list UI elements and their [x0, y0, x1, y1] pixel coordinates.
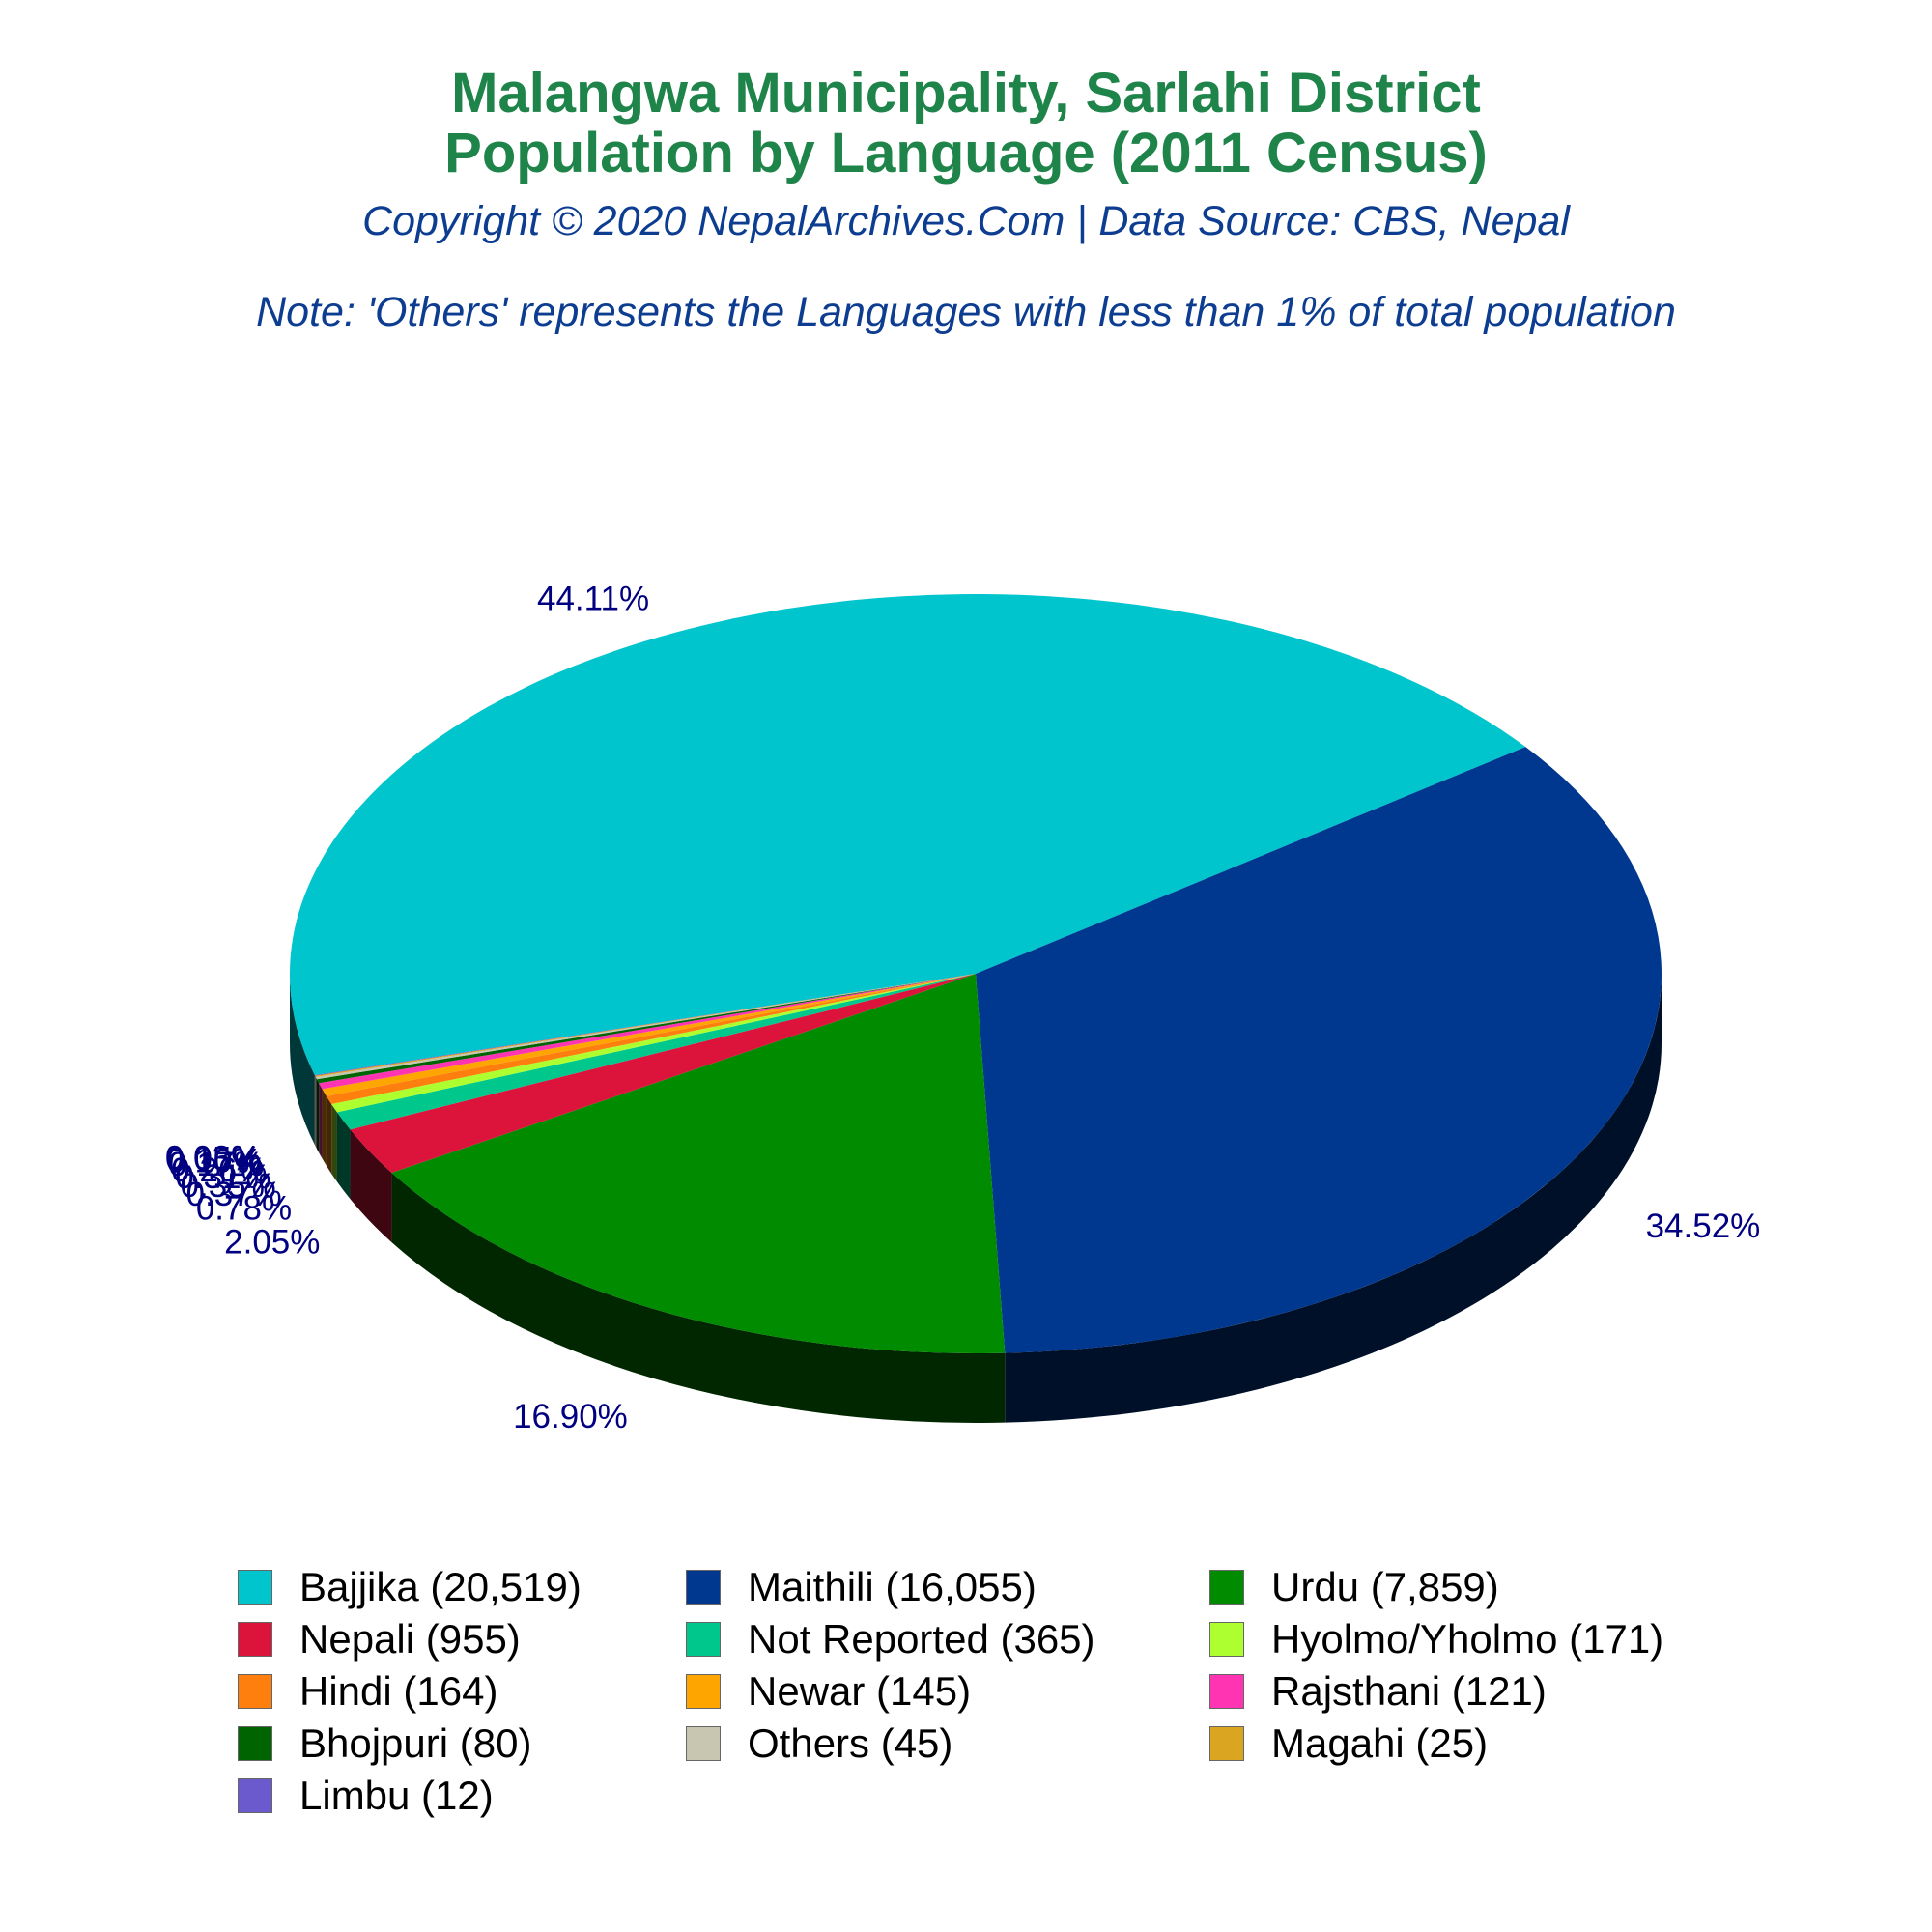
legend-item-others: Others (45) — [686, 1718, 952, 1770]
slice-side-maithili — [1005, 974, 1662, 1423]
pct-label-rajsthani: 0.26% — [171, 1151, 267, 1189]
legend-swatch — [1209, 1726, 1244, 1761]
slice-side-urdu — [391, 1173, 1006, 1424]
legend-item-rajsthani: Rajsthani (121) — [1209, 1665, 1547, 1718]
pct-label-urdu: 16.90% — [513, 1398, 628, 1435]
legend-label: Hyolmo/Yholmo (171) — [1271, 1616, 1664, 1662]
slice-side-magahi — [315, 1075, 316, 1147]
pct-label-magahi: 0.05% — [165, 1141, 261, 1179]
slice-side-nepali — [350, 1129, 392, 1243]
legend-label: Newar (145) — [748, 1668, 972, 1714]
chart-title-line1: Malangwa Municipality, Sarlahi District — [451, 62, 1481, 125]
pct-label-not-reported: 0.78% — [196, 1190, 292, 1228]
pie-labels: 44.11% 34.52% 16.90% 2.05%0.78%0.37%0.35%0.… — [165, 580, 1760, 1435]
legend-label: Rajsthani (121) — [1271, 1668, 1547, 1714]
slice-side-hyolmo-yholmo — [331, 1103, 337, 1182]
legend-swatch — [686, 1570, 721, 1605]
legend-item-magahi: Magahi (25) — [1209, 1718, 1488, 1770]
legend-label: Magahi (25) — [1271, 1720, 1489, 1766]
pct-label-limbu: 0.03% — [165, 1140, 261, 1178]
legend-label: Maithili (16,055) — [748, 1564, 1037, 1609]
note-text: Note: 'Others' represents the Languages … — [256, 289, 1676, 335]
chart-title-line2: Population by Language (2011 Census) — [444, 122, 1488, 185]
slice-others[interactable] — [315, 974, 977, 1080]
slice-side-bhojpuri — [316, 1079, 320, 1153]
legend-item-maithili: Maithili (16,055) — [686, 1561, 1037, 1613]
legend-label: Bajjika (20,519) — [299, 1564, 582, 1609]
legend-item-urdu: Urdu (7,859) — [1209, 1561, 1499, 1613]
legend-swatch — [686, 1726, 721, 1761]
pct-label-newar: 0.31% — [175, 1158, 270, 1196]
pct-label-bajjika: 44.11% — [537, 580, 649, 617]
legend: Bajjika (20,519) Maithili (16,055) Urdu (7… — [238, 1561, 1783, 1822]
copyright-text: Copyright © 2020 NepalArchives.Com | Dat… — [362, 198, 1570, 244]
legend-label: Not Reported (365) — [748, 1616, 1095, 1662]
slice-side-bajjika — [290, 974, 315, 1146]
legend-label: Urdu (7,859) — [1271, 1564, 1499, 1609]
pct-label-others: 0.10% — [166, 1143, 262, 1180]
slice-nepali[interactable] — [350, 974, 976, 1174]
slice-magahi[interactable] — [315, 974, 976, 1077]
legend-label: Nepali (955) — [299, 1616, 521, 1662]
slice-bajjika[interactable] — [290, 593, 1526, 1076]
legend-swatch — [1209, 1622, 1244, 1657]
legend-item-bhojpuri: Bhojpuri (80) — [238, 1718, 531, 1770]
pct-label-bhojpuri: 0.17% — [168, 1146, 264, 1183]
slice-limbu[interactable] — [314, 974, 976, 1076]
legend-label: Hindi (164) — [299, 1668, 498, 1714]
legend-item-limbu: Limbu (12) — [238, 1770, 494, 1822]
slice-maithili[interactable] — [976, 747, 1662, 1353]
pct-label-hindi: 0.35% — [181, 1167, 276, 1205]
legend-item-not-reported: Not Reported (365) — [686, 1613, 1095, 1665]
slice-rajsthani[interactable] — [319, 974, 976, 1090]
legend-item-newar: Newar (145) — [686, 1665, 971, 1718]
pct-label-nepali: 2.05% — [224, 1224, 320, 1262]
slice-side-rajsthani — [319, 1083, 323, 1159]
legend-swatch — [238, 1570, 272, 1605]
legend-item-nepali: Nepali (955) — [238, 1613, 521, 1665]
legend-swatch — [1209, 1570, 1244, 1605]
pie-slices — [290, 593, 1662, 1353]
legend-item-bajjika: Bajjika (20,519) — [238, 1561, 582, 1613]
legend-swatch — [1209, 1674, 1244, 1709]
slice-not-reported[interactable] — [336, 974, 976, 1130]
slice-newar[interactable] — [322, 974, 976, 1096]
pie-sides — [290, 974, 1662, 1424]
legend-swatch — [238, 1674, 272, 1709]
legend-label: Bhojpuri (80) — [299, 1720, 532, 1766]
slice-hindi[interactable] — [326, 974, 976, 1104]
slice-hyolmo-yholmo[interactable] — [331, 974, 976, 1113]
legend-label: Limbu (12) — [299, 1773, 494, 1818]
legend-item-hyolmo-yholmo: Hyolmo/Yholmo (171) — [1209, 1613, 1663, 1665]
slice-side-newar — [322, 1089, 327, 1166]
slice-side-hindi — [326, 1095, 332, 1174]
slice-urdu[interactable] — [391, 974, 1006, 1353]
slice-bhojpuri[interactable] — [316, 974, 976, 1084]
legend-swatch — [238, 1622, 272, 1657]
slice-side-not-reported — [336, 1112, 351, 1200]
pct-label-hyolmo-yholmo: 0.37% — [186, 1176, 282, 1213]
legend-swatch — [238, 1726, 272, 1761]
legend-swatch — [686, 1674, 721, 1709]
legend-label: Others (45) — [748, 1720, 953, 1766]
pct-label-maithili: 34.52% — [1646, 1208, 1761, 1245]
slice-side-others — [315, 1076, 317, 1150]
legend-item-hindi: Hindi (164) — [238, 1665, 497, 1718]
legend-swatch — [686, 1622, 721, 1657]
legend-swatch — [238, 1778, 272, 1813]
